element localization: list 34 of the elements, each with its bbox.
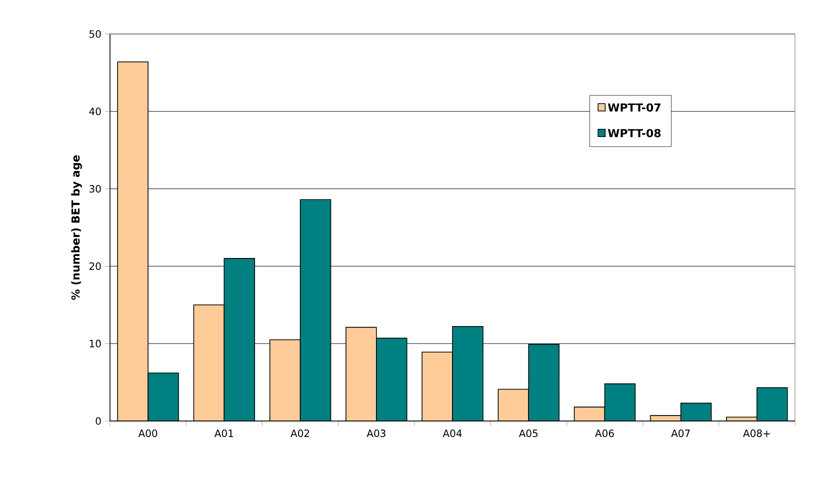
bar <box>680 403 712 421</box>
bar <box>346 327 376 421</box>
y-tick-label: 40 <box>89 108 101 116</box>
x-tick-label: A07 <box>671 430 690 438</box>
bar <box>148 372 179 421</box>
legend-label: WPTT-08 <box>608 128 661 138</box>
y-tick-label: 20 <box>89 262 101 270</box>
legend-label: WPTT-07 <box>608 103 660 112</box>
bar <box>118 62 148 421</box>
bar <box>376 338 407 421</box>
y-tick-label: 50 <box>90 30 101 38</box>
y-tick-label: 30 <box>90 185 101 193</box>
x-tick-label: A05 <box>518 430 538 438</box>
bar <box>224 258 255 421</box>
x-tick-label: A01 <box>214 430 234 438</box>
y-tick-label: 0 <box>96 417 101 425</box>
x-tick-label: A03 <box>366 430 386 438</box>
x-tick-label: A00 <box>138 430 158 438</box>
bar <box>194 304 224 421</box>
bar <box>422 352 453 421</box>
x-tick-label: A02 <box>290 430 310 438</box>
x-tick-label: A08+ <box>743 430 770 438</box>
y-axis-title: % (number) BET by age <box>71 155 82 300</box>
y-tick-label: 10 <box>90 340 101 348</box>
bar <box>498 389 529 421</box>
x-tick-label: A06 <box>595 430 614 438</box>
bar <box>756 387 788 421</box>
bar <box>604 384 636 421</box>
bar <box>574 407 605 421</box>
x-tick-label: A04 <box>442 430 462 438</box>
bar <box>270 340 300 421</box>
bar <box>452 326 483 421</box>
bar <box>300 200 331 421</box>
bar <box>528 344 560 421</box>
